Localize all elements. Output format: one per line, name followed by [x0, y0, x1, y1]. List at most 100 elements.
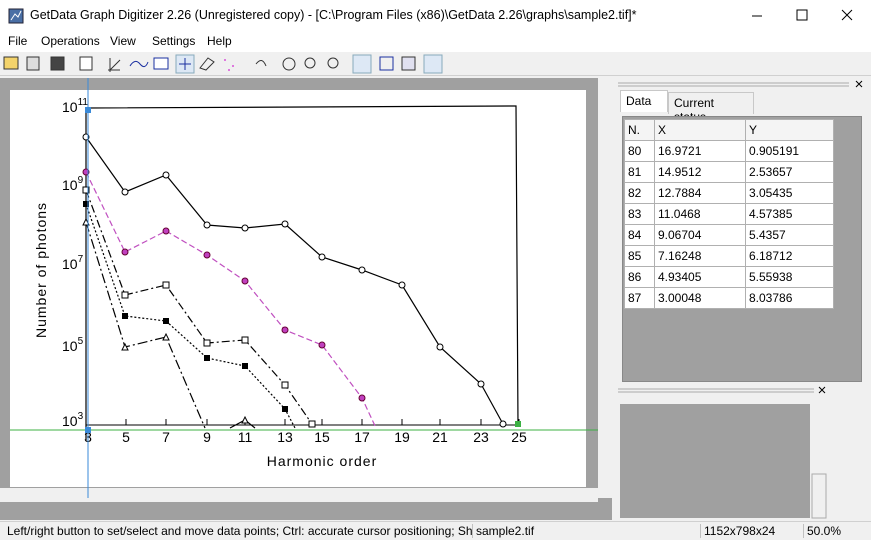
table-header-row: N. X Y [624, 119, 834, 141]
tick-base: 10 [62, 413, 78, 429]
fit-icon[interactable] [423, 54, 443, 74]
table-cell: 87 [624, 287, 655, 309]
graph-image[interactable]: 357911131517192123251011109107105103Harm… [0, 78, 612, 520]
zoom-in-icon[interactable] [304, 57, 316, 69]
image-icon[interactable] [352, 54, 372, 74]
image-background [10, 90, 586, 487]
curve-marker [204, 355, 210, 361]
table-row: 84 9.06704 5.4357 [624, 224, 834, 246]
preview-scrollbar[interactable] [811, 473, 827, 519]
table-cell: 14.9512 [654, 161, 746, 183]
table-cell: 85 [624, 245, 655, 267]
copy-icon[interactable] [79, 56, 93, 71]
table-row: 83 11.0468 4.57385 [624, 203, 834, 225]
tick-exponent: 11 [78, 97, 89, 108]
image-pane: 357911131517192123251011109107105103Harm… [0, 78, 612, 520]
grid-icon[interactable] [379, 56, 394, 71]
import-icon[interactable] [26, 56, 40, 71]
curve-marker [281, 326, 289, 334]
area-icon[interactable] [153, 57, 169, 70]
table-cell: 80 [624, 140, 655, 162]
maximize-button[interactable] [796, 9, 808, 21]
menu-item[interactable]: Settings [152, 34, 196, 48]
table-cell: 0.905191 [745, 140, 834, 162]
curve-marker [282, 406, 288, 412]
zoom-out-icon[interactable] [327, 57, 339, 69]
curve-marker [398, 281, 406, 289]
title-bar: GetData Graph Digitizer 2.26 (Unregister… [0, 0, 871, 32]
table-cell: 86 [624, 266, 655, 288]
curve-marker [281, 381, 289, 389]
table-row: 85 7.16248 6.18712 [624, 245, 834, 267]
x-tick-label: 15 [314, 429, 330, 445]
table-cell: 81 [624, 161, 655, 183]
data-table-container: N. X Y 80 16.9721 0.905191 81 14.9512 2.53657 82 1… [622, 116, 862, 382]
curve-marker [358, 266, 366, 274]
column-header[interactable]: X [654, 119, 746, 141]
column-header[interactable]: N. [624, 119, 655, 141]
panel-close[interactable] [818, 386, 826, 394]
curve-marker [122, 313, 128, 319]
app-icon [8, 8, 24, 24]
x-tick-label: 23 [473, 429, 489, 445]
window-title: GetData Graph Digitizer 2.26 (Unregister… [30, 8, 637, 22]
vertical-scrollbar[interactable] [598, 78, 612, 498]
line-icon[interactable] [129, 60, 149, 68]
menu-item[interactable]: View [110, 34, 136, 48]
lower-panel [618, 386, 827, 519]
curve-marker [241, 336, 249, 344]
table-row: 81 14.9512 2.53657 [624, 161, 834, 183]
column-header[interactable]: Y [745, 119, 834, 141]
calibration-point [85, 427, 91, 433]
curve-marker [82, 186, 90, 194]
points-icon[interactable] [401, 56, 416, 71]
save-icon[interactable] [50, 56, 65, 71]
x-tick-label: 25 [511, 429, 527, 445]
close-button[interactable] [841, 9, 853, 21]
eraser-icon[interactable] [199, 57, 215, 71]
x-tick-label: 5 [122, 429, 130, 445]
status-bar: Left/right button to set/select and move… [0, 521, 871, 540]
curve-marker [162, 171, 170, 179]
table-row: 80 16.9721 0.905191 [624, 140, 834, 162]
open-icon[interactable] [3, 56, 19, 70]
x-axis-label: Harmonic order [267, 453, 377, 469]
menu-item[interactable]: Operations [41, 34, 100, 48]
move-icon[interactable] [282, 57, 296, 71]
x-tick-label: 7 [162, 429, 170, 445]
menu-item[interactable]: File [8, 34, 28, 48]
curve-marker [121, 342, 129, 351]
curve-marker [477, 380, 485, 388]
x-tick-label: 19 [394, 429, 410, 445]
tick-exponent: 9 [78, 175, 84, 186]
tab[interactable]: Data [620, 90, 668, 112]
panel-header [618, 80, 863, 88]
tab[interactable]: Current status [668, 92, 754, 124]
toolbar [0, 52, 871, 76]
table-cell: 3.00048 [654, 287, 746, 309]
curve-marker [358, 394, 366, 402]
scanned-curve [85, 221, 206, 429]
table-cell: 5.4357 [745, 224, 834, 246]
undo-icon[interactable] [255, 60, 267, 67]
dots-icon[interactable] [224, 59, 234, 71]
menu-item[interactable]: Help [207, 34, 232, 48]
x-tick-label: 17 [354, 429, 370, 445]
curve-marker [499, 420, 507, 428]
panel-close[interactable] [855, 80, 863, 88]
table-cell: 4.57385 [745, 203, 834, 225]
table-cell: 8.03786 [745, 287, 834, 309]
curve-marker [203, 339, 211, 347]
tick-exponent: 5 [78, 336, 84, 347]
curve-marker [318, 341, 326, 349]
table-cell: 9.06704 [654, 224, 746, 246]
y-tick-label: 107 [62, 254, 84, 272]
horizontal-scrollbar[interactable] [0, 488, 598, 502]
table-cell: 4.93405 [654, 266, 746, 288]
axis-icon[interactable] [108, 58, 121, 72]
status-text: 50.0% [803, 524, 871, 538]
tick-base: 10 [62, 338, 78, 354]
curve-marker [241, 277, 249, 285]
tick-exponent: 3 [78, 411, 84, 422]
window-controls[interactable] [735, 0, 871, 32]
